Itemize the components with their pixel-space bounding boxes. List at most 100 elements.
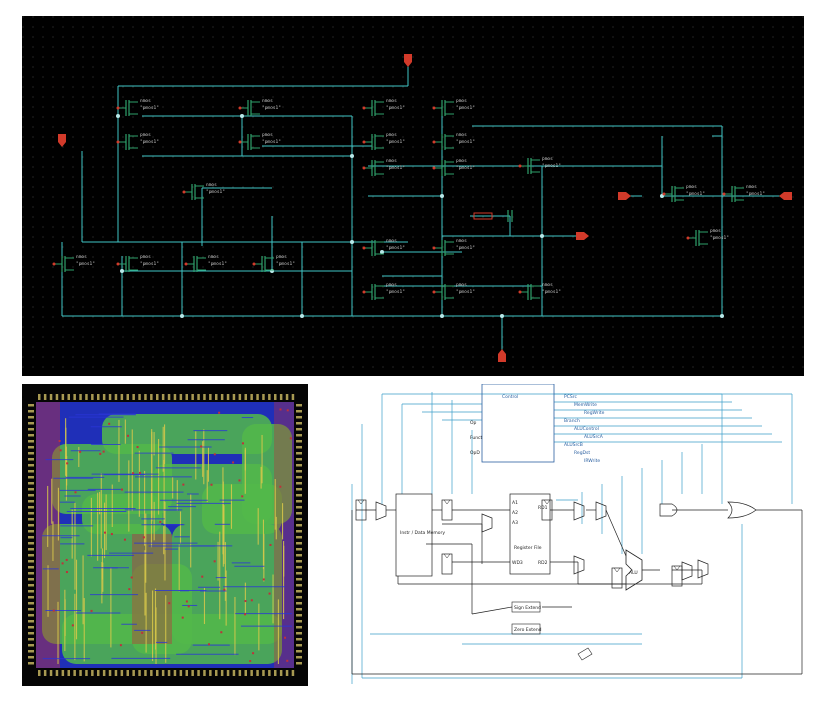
- transistor-type-label: pmos: [686, 185, 697, 190]
- regfile-port-a1: A1: [512, 500, 518, 506]
- transistor-model-label: "pmos1": [386, 139, 405, 145]
- datapath-canvas: PCSrcMemWriteRegWriteBranchALUControlALU…: [351, 384, 803, 684]
- io-pad: [268, 394, 271, 400]
- transistor-terminal: [432, 140, 436, 144]
- layout-canvas: [28, 394, 302, 676]
- via: [182, 483, 185, 486]
- layout-metal-routes: [42, 408, 292, 664]
- io-pad: [38, 394, 41, 400]
- transistor-terminal: [432, 106, 436, 110]
- control-signal-label: ALUSrcB: [564, 442, 583, 448]
- transistor-type-label: pmos: [542, 157, 553, 162]
- io-pad: [296, 590, 302, 593]
- transistor-type-label: pmos: [262, 133, 273, 138]
- io-pad: [138, 670, 141, 676]
- io-pad: [296, 452, 302, 455]
- control-signal-label: IRWrite: [584, 458, 600, 464]
- io-pad: [28, 644, 34, 647]
- io-pad: [85, 394, 88, 400]
- via: [90, 609, 93, 612]
- io-pad: [120, 394, 124, 400]
- via: [187, 605, 190, 608]
- via: [52, 609, 55, 612]
- io-pin-vin: [618, 192, 631, 200]
- transistor-model-label: "pmos1": [206, 189, 225, 195]
- transistor-type-label: nmos: [386, 99, 397, 104]
- schematic-wires: [61, 66, 782, 351]
- io-pad: [73, 670, 76, 676]
- data-wire: [471, 606, 513, 615]
- io-pad: [244, 670, 247, 676]
- io-pad: [28, 506, 34, 509]
- io-pad: [28, 662, 34, 665]
- io-pad: [296, 536, 302, 539]
- via: [252, 652, 255, 655]
- transistor-type-label: nmos: [386, 159, 397, 164]
- shift-left-block: [577, 647, 593, 661]
- io-pad: [73, 394, 76, 400]
- io-pad: [296, 554, 302, 557]
- transistor-model-label: "pmos1": [262, 105, 281, 111]
- via: [128, 588, 131, 591]
- io-pad: [85, 670, 88, 676]
- control-signal-label: MemWrite: [574, 402, 597, 408]
- io-pad: [28, 536, 34, 539]
- multiplexer: [481, 513, 493, 533]
- regfile-port-wd3: WD3: [512, 560, 523, 566]
- regfile-port-a2: A2: [512, 510, 518, 516]
- zero-extend-block: [511, 623, 541, 635]
- via: [79, 450, 82, 453]
- io-pad: [156, 394, 159, 400]
- control-signal-label: RegDst: [574, 450, 590, 456]
- io-pad: [296, 404, 302, 407]
- io-pad: [244, 394, 247, 400]
- transistor-model-label: "pmos1": [456, 245, 475, 251]
- io-pad: [215, 670, 218, 676]
- io-pad: [274, 394, 277, 400]
- io-pad: [28, 596, 34, 599]
- io-pad: [296, 500, 302, 503]
- and-gate: [659, 503, 678, 517]
- control-signal-label: ALUControl: [574, 426, 599, 432]
- io-pin-vip: [779, 192, 792, 200]
- io-pad: [296, 548, 302, 551]
- transistor-model-label: "pmos1": [262, 139, 281, 145]
- io-pad: [28, 446, 34, 449]
- transistor-type-label: pmos: [140, 255, 151, 260]
- io-pad: [296, 644, 302, 647]
- transistor-terminal: [432, 246, 436, 250]
- io-pad: [296, 458, 302, 461]
- io-pad: [191, 394, 194, 400]
- control-signal-label: PCSrc: [564, 394, 577, 400]
- io-pad: [97, 670, 100, 676]
- clock-marker: [443, 499, 451, 505]
- via: [213, 453, 216, 456]
- io-pad: [173, 394, 177, 400]
- pipeline-register: [611, 567, 623, 589]
- schematic-junction: [120, 269, 124, 273]
- transistor-terminal: [184, 262, 188, 266]
- transistor-type-label: nmos: [456, 133, 467, 138]
- io-pad: [49, 670, 53, 676]
- transistor-type-label: nmos: [208, 255, 219, 260]
- schematic-pins: [58, 54, 792, 362]
- via: [168, 602, 171, 605]
- io-pad: [120, 670, 124, 676]
- control-field-opd: OpD: [470, 450, 480, 456]
- io-pad: [28, 584, 34, 587]
- io-pad: [91, 670, 94, 676]
- io-pad: [102, 394, 106, 400]
- control-signal-label: RegWrite: [584, 410, 605, 416]
- io-pad: [296, 560, 302, 563]
- transistor-type-label: nmos: [456, 239, 467, 244]
- via: [250, 599, 253, 602]
- datapath-registers: [355, 499, 683, 589]
- via: [241, 495, 244, 498]
- io-pad: [150, 670, 153, 676]
- transistor-model-label: "pmos1": [456, 139, 475, 145]
- io-pad: [250, 670, 253, 676]
- via: [213, 560, 216, 563]
- io-pad: [28, 470, 34, 473]
- transistor-type-label: pmos: [140, 133, 151, 138]
- io-pad: [61, 670, 65, 676]
